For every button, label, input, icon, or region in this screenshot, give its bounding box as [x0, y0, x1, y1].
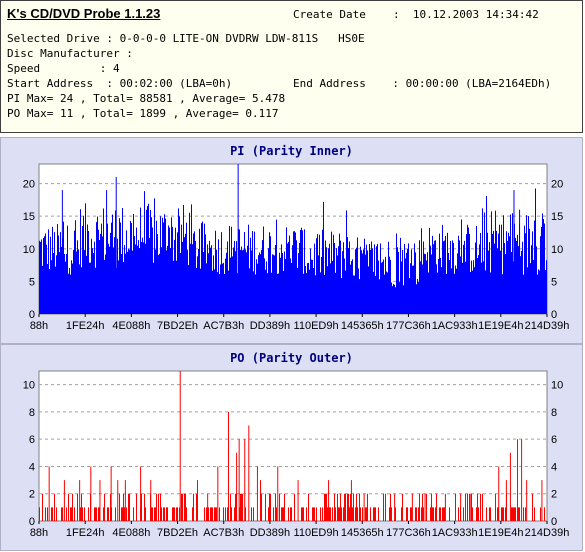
y-tick-label-right: 0 — [551, 309, 557, 321]
pi-chart: 0 0 5 5 10 10 15 15 20 20 88h 1FE24h 4E088h 7BD2Eh AC7… — [23, 163, 570, 332]
y-tick-label-right: 4 — [551, 461, 557, 473]
y-tick-label-left: 2 — [29, 489, 35, 501]
info-panel: K's CD/DVD Probe 1.1.23 Create Date : 10… — [0, 0, 583, 133]
x-tick-label: 1AC933h — [432, 320, 478, 332]
x-tick-label: DD389h — [250, 527, 290, 539]
x-tick-label: 110ED9h — [294, 527, 339, 539]
pi-chart-panel: PI (Parity Inner) 0 0 5 5 10 10 15 15 20 20 88h 1FE… — [0, 137, 583, 344]
x-tick-label: 7BD2Eh — [157, 320, 198, 332]
x-tick-label: 88h — [30, 527, 48, 539]
y-tick-label-left: 0 — [29, 309, 35, 321]
series — [39, 371, 545, 521]
x-tick-label: 1AC933h — [432, 527, 478, 539]
create-date-label: Create Date — [293, 8, 366, 21]
y-tick-label-left: 10 — [23, 244, 35, 256]
y-tick-label-right: 8 — [551, 407, 557, 419]
x-tick-label: 177C36h — [386, 320, 431, 332]
y-tick-label-right: 0 — [551, 516, 557, 528]
start-address: Start Address : 00:02:00 (LBA=0h) — [7, 77, 233, 90]
y-tick-label-right: 10 — [551, 244, 563, 256]
x-tick-label: 1E19E4h — [478, 527, 523, 539]
y-tick-label-left: 4 — [29, 461, 35, 473]
y-tick-label-right: 20 — [551, 179, 563, 191]
y-tick-label-left: 20 — [23, 179, 35, 191]
create-date-value: : 10.12.2003 14:34:42 — [393, 8, 539, 21]
y-tick-label-left: 10 — [23, 380, 35, 392]
x-tick-label: 88h — [30, 320, 48, 332]
series — [39, 164, 547, 314]
po-stats: PO Max= 11 , Total= 1899 , Average= 0.11… — [7, 107, 279, 120]
x-tick-label: 214D39h — [525, 320, 570, 332]
x-tick-label: 4E088h — [112, 320, 150, 332]
x-tick-label: 4E088h — [112, 527, 150, 539]
y-tick-label-left: 5 — [29, 276, 35, 288]
y-tick-label-right: 6 — [551, 434, 557, 446]
po-chart-title: PO (Parity Outer) — [230, 351, 353, 365]
x-tick-label: 177C36h — [386, 527, 431, 539]
x-tick-label: DD389h — [250, 320, 290, 332]
speed: Speed : 4 — [7, 62, 120, 75]
app-title: K's CD/DVD Probe 1.1.23 — [7, 6, 161, 21]
x-tick-label: 145365h — [341, 527, 384, 539]
x-tick-label: 1FE24h — [66, 527, 105, 539]
y-tick-label-right: 5 — [551, 276, 557, 288]
x-tick-label: 1FE24h — [66, 320, 105, 332]
x-tick-label: 1E19E4h — [478, 320, 523, 332]
selected-drive: Selected Drive : 0-0-0-0 LITE-ON DVDRW L… — [7, 32, 365, 45]
y-tick-label-left: 8 — [29, 407, 35, 419]
y-tick-label-left: 6 — [29, 434, 35, 446]
y-tick-label-right: 2 — [551, 489, 557, 501]
y-tick-label-right: 15 — [551, 211, 563, 223]
pi-stats: PI Max= 24 , Total= 88581 , Average= 5.4… — [7, 92, 286, 105]
disc-manufacturer: Disc Manufacturer : — [7, 47, 133, 60]
po-chart: 0 0 2 2 4 4 6 6 8 8 10 10 88h 1FE24h 4E088h 7BD2Eh AC7B3… — [23, 370, 570, 539]
y-tick-label-right: 10 — [551, 380, 563, 392]
y-tick-label-left: 0 — [29, 516, 35, 528]
pi-chart-title: PI (Parity Inner) — [230, 144, 353, 158]
x-tick-label: 214D39h — [525, 527, 570, 539]
y-tick-label-left: 15 — [23, 211, 35, 223]
x-tick-label: AC7B3h — [203, 527, 244, 539]
end-address: End Address : 00:00:00 (LBA=2164EDh) — [293, 77, 552, 90]
x-tick-label: AC7B3h — [203, 320, 244, 332]
x-tick-label: 110ED9h — [294, 320, 339, 332]
po-chart-panel: PO (Parity Outer) 0 0 2 2 4 4 6 6 8 8 10 10 88h 1FE24… — [0, 344, 583, 551]
x-tick-label: 145365h — [341, 320, 384, 332]
x-tick-label: 7BD2Eh — [157, 527, 198, 539]
